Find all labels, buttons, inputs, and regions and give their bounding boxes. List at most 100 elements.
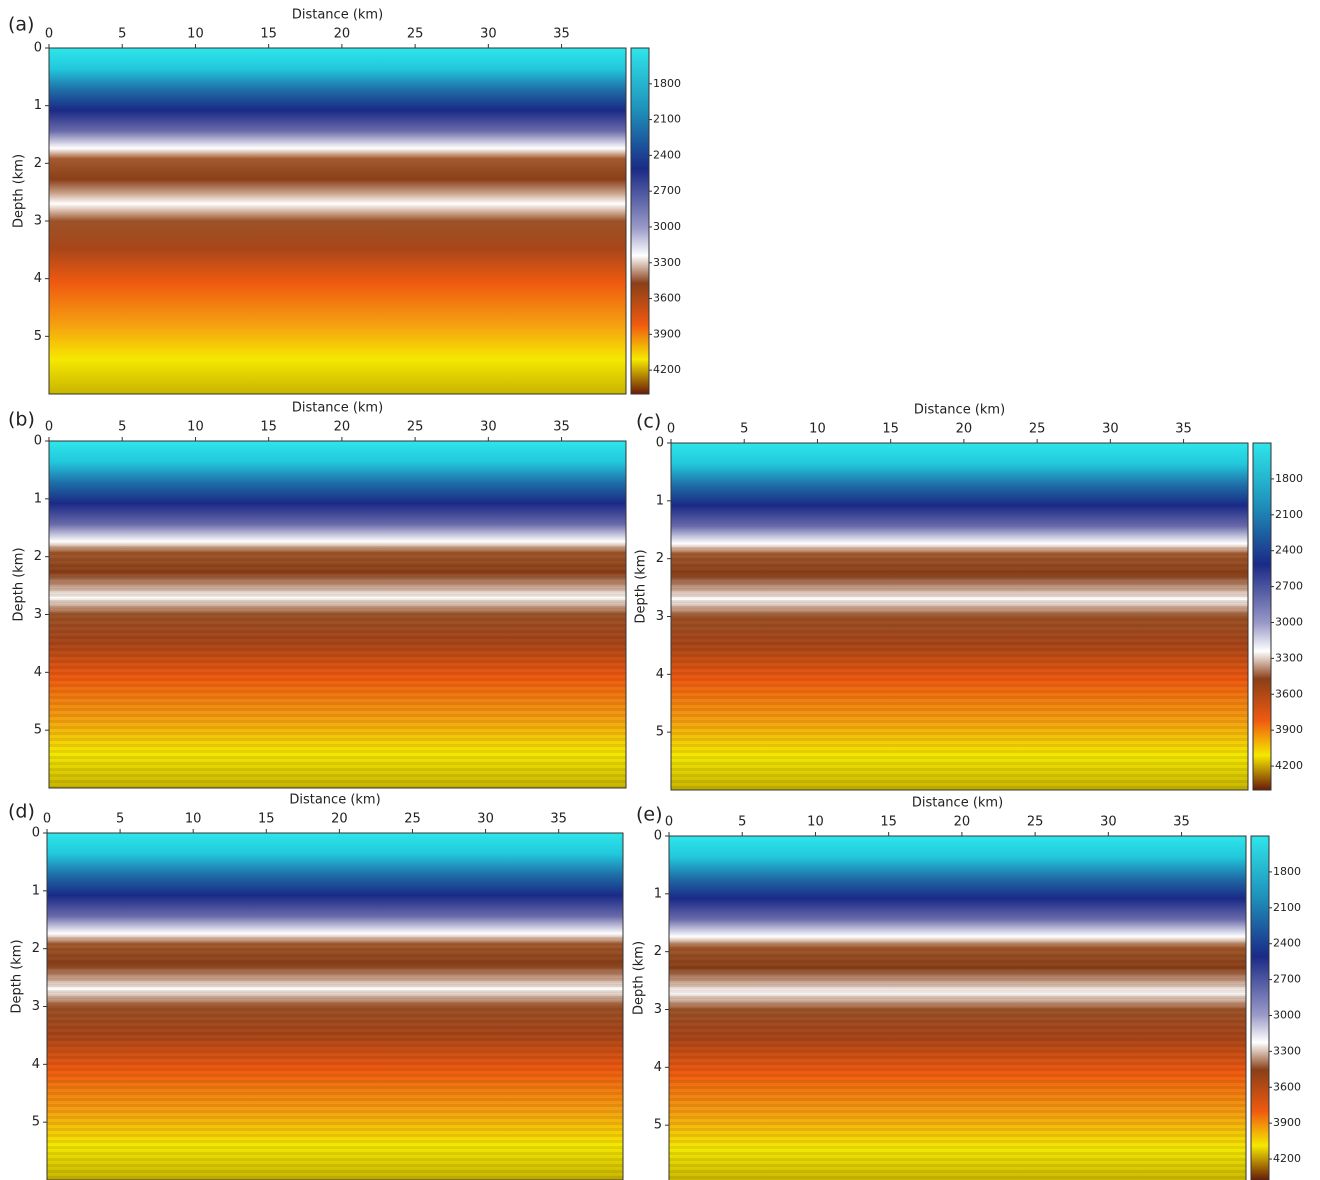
y-tick-label: 1: [34, 98, 42, 113]
y-tick-label: 1: [32, 883, 40, 898]
colorbar-tick-label: 3900: [1275, 723, 1303, 736]
colorbar-tick-label: 4200: [1273, 1152, 1301, 1165]
y-axis-title: Depth (km): [632, 941, 647, 1015]
colorbar-tick-label: 4200: [1275, 759, 1303, 772]
y-tick-label: 3: [32, 999, 40, 1014]
x-tick-label: 5: [118, 27, 126, 42]
colorbar-tick-label: 2100: [1273, 901, 1301, 914]
panel-label: (b): [8, 409, 35, 431]
colorbar-tick-label: 3000: [1273, 1008, 1301, 1021]
y-tick-label: 0: [656, 436, 664, 451]
colorbar-tick-label: 2700: [1275, 580, 1303, 593]
x-tick-label: 0: [665, 815, 673, 830]
x-tick-label: 0: [45, 27, 53, 42]
x-tick-label: 25: [1029, 422, 1046, 437]
colorbar-tick-label: 2400: [1275, 544, 1303, 557]
x-axis-title: Distance (km): [914, 403, 1005, 418]
panel-label: (e): [636, 804, 663, 826]
x-tick-label: 25: [404, 812, 421, 827]
x-tick-label: 20: [334, 420, 351, 435]
y-tick-label: 2: [32, 941, 40, 956]
colorbar-tick-label: 1800: [1275, 472, 1303, 485]
y-tick-label: 2: [656, 551, 664, 566]
x-tick-label: 15: [882, 422, 899, 437]
heatmap-texture: [669, 940, 1246, 1180]
y-tick-label: 4: [656, 667, 664, 682]
x-axis-title: Distance (km): [292, 8, 383, 23]
panel: (e)Distance (km)Depth (km)0 5 10 15 20 25 30 35…: [632, 796, 1301, 1180]
y-tick-label: 2: [654, 944, 662, 959]
x-tick-label: 15: [260, 420, 277, 435]
y-tick-label: 5: [656, 725, 664, 740]
y-tick-label: 4: [654, 1060, 662, 1075]
panel: (b)Distance (km)Depth (km)0 5 10 15 20 25 30 35…: [8, 401, 627, 789]
colorbar-tick-label: 1800: [653, 77, 681, 90]
x-tick-label: 30: [1102, 422, 1119, 437]
x-tick-label: 25: [407, 420, 424, 435]
y-tick-label: 1: [654, 886, 662, 901]
x-tick-label: 25: [1027, 815, 1044, 830]
x-tick-label: 10: [187, 420, 204, 435]
x-tick-label: 35: [1175, 422, 1192, 437]
x-tick-label: 10: [187, 27, 204, 42]
y-tick-label: 4: [32, 1057, 40, 1072]
x-axis-title: Distance (km): [912, 796, 1003, 811]
x-tick-label: 35: [550, 812, 567, 827]
colorbar-tick-label: 3000: [1275, 615, 1303, 628]
x-tick-label: 0: [43, 812, 51, 827]
x-tick-label: 30: [477, 812, 494, 827]
x-tick-label: 35: [553, 27, 570, 42]
x-tick-label: 5: [116, 812, 124, 827]
y-tick-label: 5: [34, 723, 42, 738]
y-tick-label: 0: [654, 829, 662, 844]
x-axis-title: Distance (km): [292, 401, 383, 416]
x-tick-label: 30: [480, 27, 497, 42]
x-tick-label: 20: [334, 27, 351, 42]
heatmap-texture: [671, 547, 1248, 790]
y-tick-label: 2: [34, 549, 42, 564]
y-tick-label: 3: [656, 609, 664, 624]
panel: (a) Distance (km)Depth (km)0 5 10 15 20 25 30 35…: [8, 8, 681, 395]
x-axis-title: Distance (km): [289, 793, 380, 808]
colorbar-tick-label: 3300: [1275, 651, 1303, 664]
colorbar-tick-label: 2400: [653, 148, 681, 161]
y-tick-label: 4: [34, 271, 42, 286]
heatmap-texture: [49, 545, 626, 788]
x-tick-label: 30: [480, 420, 497, 435]
colorbar-tick-label: 3000: [653, 220, 681, 233]
y-tick-label: 0: [34, 41, 42, 56]
panel: (d)Distance (km)Depth (km)0 5 10 15 20 25 30 35…: [8, 793, 624, 1180]
y-tick-label: 5: [34, 329, 42, 344]
x-tick-label: 25: [407, 27, 424, 42]
y-axis-title: Depth (km): [12, 154, 27, 228]
colorbar-tick-label: 3900: [1273, 1116, 1301, 1129]
y-axis-title: Depth (km): [12, 547, 27, 621]
x-tick-label: 20: [956, 422, 973, 437]
colorbar-tick-label: 3600: [1275, 687, 1303, 700]
colorbar-tick-label: 3900: [653, 327, 681, 340]
panel: (c)Distance (km)Depth (km)0 5 10 15 20 25 30 35…: [634, 403, 1303, 791]
colorbar-tick-label: 3600: [1273, 1080, 1301, 1093]
colorbar-tick-label: 2400: [1273, 937, 1301, 950]
colorbar: [1250, 835, 1270, 1180]
x-tick-label: 35: [553, 420, 570, 435]
y-tick-label: 0: [32, 826, 40, 841]
y-tick-label: 2: [34, 156, 42, 171]
y-tick-label: 5: [654, 1118, 662, 1133]
x-tick-label: 15: [258, 812, 275, 827]
colorbar: [630, 47, 650, 395]
x-tick-label: 0: [667, 422, 675, 437]
colorbar-tick-label: 2700: [653, 184, 681, 197]
colorbar-tick-label: 3600: [653, 292, 681, 305]
colorbar-tick-label: 2700: [1273, 973, 1301, 986]
x-tick-label: 5: [740, 422, 748, 437]
colorbar-tick-label: 2100: [1275, 508, 1303, 521]
y-tick-label: 3: [34, 214, 42, 229]
colorbar-tick-label: 3300: [1273, 1044, 1301, 1057]
x-tick-label: 15: [260, 27, 277, 42]
heatmap-texture: [47, 937, 623, 1180]
y-tick-label: 1: [656, 493, 664, 508]
panel-label: (d): [8, 801, 35, 823]
y-axis-title: Depth (km): [634, 549, 649, 623]
